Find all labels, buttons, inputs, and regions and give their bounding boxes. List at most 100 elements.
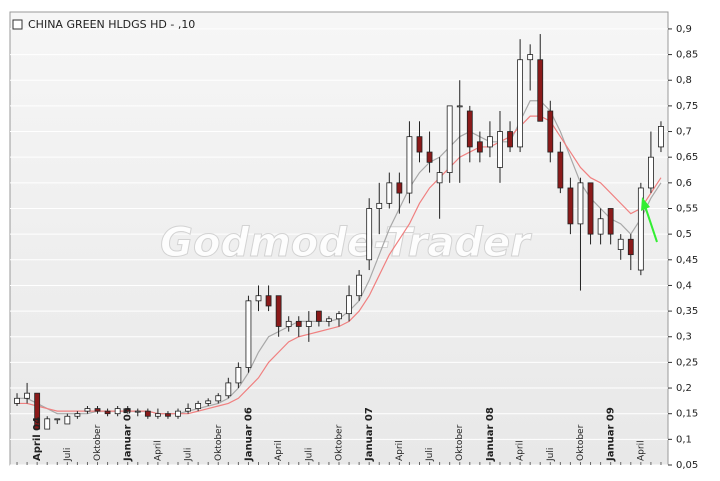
candle-body: [436, 172, 443, 184]
candle-body: [487, 136, 493, 148]
candle-body: [245, 300, 252, 368]
candle-body: [315, 310, 322, 322]
x-tick-label: April: [516, 440, 526, 461]
candle-body: [617, 238, 624, 250]
candle-body: [637, 187, 644, 271]
candle-body: [44, 418, 51, 430]
x-tick-label: April: [636, 440, 646, 461]
candle-body: [517, 59, 524, 148]
x-tick-label: Oktober: [455, 424, 465, 461]
grid: [10, 28, 668, 466]
x-tick-label: Januar 08: [485, 407, 496, 462]
candle-body: [255, 295, 262, 302]
candle-body: [24, 392, 30, 399]
candle-body: [336, 313, 342, 320]
y-tick-label: 0,45: [676, 255, 698, 266]
candle-body: [386, 182, 393, 204]
y-tick-label: 0,35: [676, 306, 698, 317]
y-tick-label: 0,4: [676, 280, 692, 291]
candle-body: [648, 156, 654, 189]
candle-body: [326, 318, 332, 322]
x-tick-label: Juli: [304, 448, 314, 462]
candle-body: [497, 131, 503, 168]
x-tick-label: Juli: [184, 448, 194, 462]
candle-body: [446, 105, 453, 173]
x-tick-label: Oktober: [576, 424, 586, 461]
y-axis: 0,9 0,85 0,8 0,75 0,7 0,65 0,6 0,55 0,5 0,45 0,4 0,…: [16, 24, 698, 471]
candle-body: [456, 105, 463, 108]
candle-body: [285, 320, 292, 327]
candle-body: [346, 295, 352, 315]
y-tick-label: 0,6: [676, 178, 692, 189]
candle-body: [14, 397, 20, 404]
x-tick-label: April: [153, 440, 163, 461]
watermark: Godmode-Trader: [160, 220, 532, 266]
candle-body: [94, 408, 101, 412]
candle-body: [54, 418, 61, 421]
y-tick-label: 0,75: [676, 101, 698, 112]
y-tick-label: 0,7: [676, 127, 692, 138]
x-tick-label: Januar 09: [606, 407, 617, 462]
y-tick-label: 0,5: [676, 229, 692, 240]
candle-body: [124, 408, 131, 412]
y-tick-label: 0,1: [676, 434, 692, 445]
candle-body: [356, 274, 363, 297]
candle-body: [627, 238, 634, 256]
candle-body: [165, 413, 171, 417]
candle-body: [154, 413, 161, 417]
candle-body: [275, 295, 282, 327]
candle-body: [265, 295, 272, 307]
candle-body: [215, 395, 222, 402]
y-tick-label: 0,65: [676, 152, 698, 163]
candle-body: [205, 400, 212, 404]
candle-body: [527, 54, 534, 61]
x-tick-label: April 04: [32, 417, 43, 461]
candle-body: [74, 413, 81, 417]
candle-body: [175, 410, 181, 417]
x-tick-label: April: [274, 440, 284, 461]
marks: [14, 34, 664, 430]
candle-body: [64, 415, 71, 425]
candle-body: [225, 382, 232, 397]
candle-body: [235, 367, 242, 384]
y-tick-label: 0,25: [676, 357, 698, 368]
y-tick-label: 0,05: [676, 460, 698, 471]
candle-body: [406, 136, 413, 194]
candle-body: [547, 110, 554, 153]
x-tick-label: Oktober: [335, 424, 345, 461]
candle-body: [104, 410, 111, 415]
chart-title: CHINA GREEN HLDGS HD - ,10: [28, 18, 195, 31]
candle-body: [34, 392, 41, 430]
x-tick-label: Januar 05: [123, 407, 134, 462]
candle-body: [587, 182, 594, 235]
x-tick-label: Oktober: [93, 424, 103, 461]
x-tick-label: Januar 07: [364, 407, 375, 462]
candle-body: [658, 126, 664, 148]
candle-body: [295, 320, 302, 327]
y-tick-label: 0,8: [676, 75, 692, 86]
candle-body: [607, 208, 614, 235]
x-tick-label: Juli: [546, 448, 556, 462]
candle-body: [195, 403, 202, 409]
arrow: [641, 197, 658, 243]
candle-body: [507, 131, 513, 148]
candle-body: [416, 136, 423, 153]
candle-body: [185, 408, 191, 412]
candle-body: [466, 110, 473, 148]
y-tick-label: 0,2: [676, 383, 692, 394]
candle-body: [134, 410, 141, 413]
candle-body: [476, 141, 483, 153]
candle-body: [396, 182, 403, 194]
y-tick-label: 0,55: [676, 203, 698, 214]
candle-body: [376, 202, 383, 209]
y-tick-label: 0,9: [676, 24, 692, 35]
candle-body: [597, 218, 604, 235]
title-box: [12, 19, 23, 30]
candle-body: [144, 410, 151, 417]
x-tick-label: Januar 06: [243, 407, 254, 462]
plot-area: [9, 11, 669, 466]
candle-body: [366, 208, 373, 261]
x-tick-label: Juli: [63, 448, 73, 462]
